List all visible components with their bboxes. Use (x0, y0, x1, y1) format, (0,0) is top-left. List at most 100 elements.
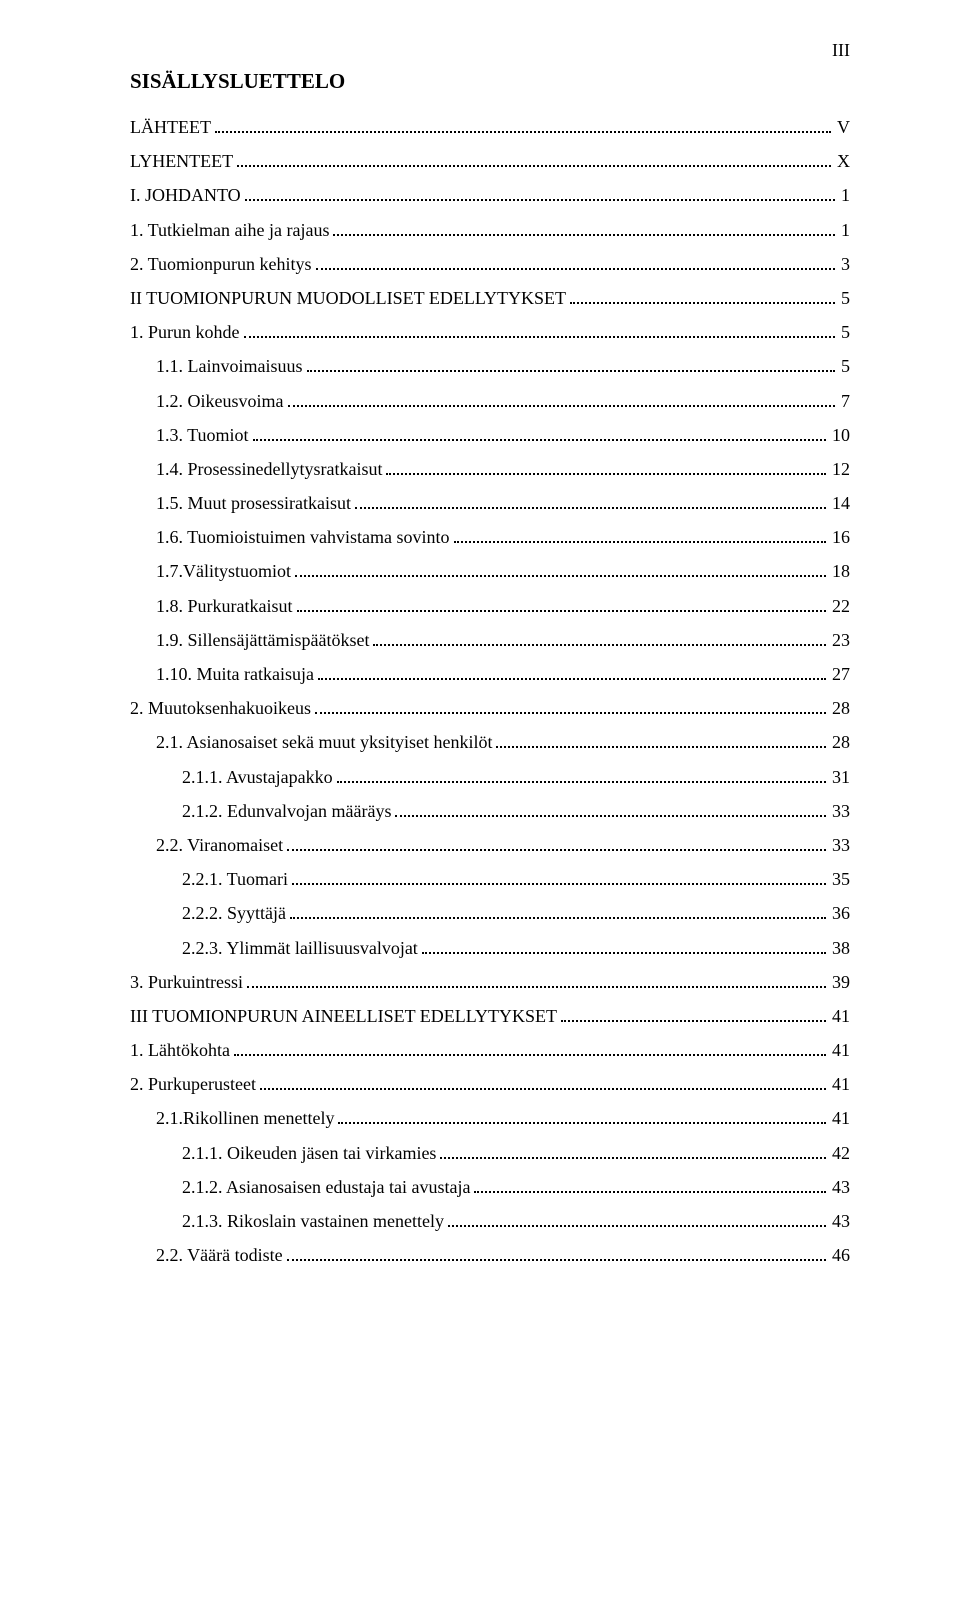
toc-entry-label: II TUOMIONPURUN MUODOLLISET EDELLYTYKSET (130, 281, 566, 315)
toc-entry-label: 2. Purkuperusteet (130, 1067, 256, 1101)
toc-entry-page: 14 (830, 486, 850, 520)
toc-entry-label: 1. Purun kohde (130, 315, 240, 349)
toc-entry-page: V (835, 110, 850, 144)
toc-entry: 2.2. Väärä todiste 46 (130, 1238, 850, 1272)
toc-entry-page: 16 (830, 520, 850, 554)
toc-entry-page: 43 (830, 1204, 850, 1238)
toc-entry-page: 46 (830, 1238, 850, 1272)
toc-entry-page: 5 (839, 281, 850, 315)
toc-entry-label: 2. Tuomionpurun kehitys (130, 247, 312, 281)
toc-entry-label: 1.1. Lainvoimaisuus (156, 349, 303, 383)
toc-entry: LYHENTEET X (130, 144, 850, 178)
toc-leader-dots (570, 302, 835, 304)
toc-entry: 2.1.1. Avustajapakko31 (130, 760, 850, 794)
toc-entry-page: 27 (830, 657, 850, 691)
toc-leader-dots (373, 644, 826, 646)
toc-entry-label: III TUOMIONPURUN AINEELLISET EDELLYTYKSE… (130, 999, 557, 1033)
toc-entry-label: 2.2. Viranomaiset (156, 828, 283, 862)
toc-entry-label: 3. Purkuintressi (130, 965, 243, 999)
toc-entry: 1.1. Lainvoimaisuus5 (130, 349, 850, 383)
toc-entry-page: 3 (839, 247, 850, 281)
toc-entry-page: 5 (839, 315, 850, 349)
page-number: III (130, 40, 850, 61)
toc-entry-page: X (835, 144, 850, 178)
toc-entry-label: 1.5. Muut prosessiratkaisut (156, 486, 351, 520)
toc-leader-dots (290, 917, 826, 919)
toc-entry: III TUOMIONPURUN AINEELLISET EDELLYTYKSE… (130, 999, 850, 1033)
toc-leader-dots (454, 541, 826, 543)
toc-leader-dots (287, 849, 826, 851)
toc-entry-page: 41 (830, 999, 850, 1033)
toc-entry-label: 2.1.2. Edunvalvojan määräys (182, 794, 391, 828)
toc-entry: LÄHTEETV (130, 110, 850, 144)
toc-entry: 1.4. Prosessinedellytysratkaisut12 (130, 452, 850, 486)
toc-leader-dots (440, 1157, 826, 1159)
toc-entry: 2. Tuomionpurun kehitys 3 (130, 247, 850, 281)
toc-entry-label: 2.1. Asianosaiset sekä muut yksityiset h… (156, 725, 492, 759)
toc-entry-label: 2.2.2. Syyttäjä (182, 896, 286, 930)
toc-leader-dots (292, 883, 826, 885)
toc-entry-label: 2.1.3. Rikoslain vastainen menettely (182, 1204, 444, 1238)
toc-leader-dots (215, 131, 831, 133)
toc-entry-label: 1.8. Purkuratkaisut (156, 589, 293, 623)
toc-leader-dots (355, 507, 826, 509)
toc-entry-label: 2. Muutoksenhakuoikeus (130, 691, 311, 725)
toc-entry: 1. Tutkielman aihe ja rajaus 1 (130, 213, 850, 247)
toc-entry: II TUOMIONPURUN MUODOLLISET EDELLYTYKSET… (130, 281, 850, 315)
toc-entry-label: 1.3. Tuomiot (156, 418, 249, 452)
toc-leader-dots (253, 439, 826, 441)
toc-leader-dots (316, 268, 835, 270)
toc-entry-page: 28 (830, 691, 850, 725)
toc-entry-label: 1.6. Tuomioistuimen vahvistama sovinto (156, 520, 450, 554)
toc-entry-page: 35 (830, 862, 850, 896)
toc-entry-label: 1. Tutkielman aihe ja rajaus (130, 213, 329, 247)
toc-leader-dots (496, 746, 826, 748)
toc-entry-page: 38 (830, 931, 850, 965)
toc-entry-page: 36 (830, 896, 850, 930)
toc-entry: 2. Purkuperusteet 41 (130, 1067, 850, 1101)
toc-leader-dots (474, 1191, 826, 1193)
toc-leader-dots (297, 610, 827, 612)
toc-entry: 2.1.3. Rikoslain vastainen menettely 43 (130, 1204, 850, 1238)
toc-entry-page: 1 (839, 213, 850, 247)
toc-entry: 1.8. Purkuratkaisut22 (130, 589, 850, 623)
toc-entry: 1.7.Välitystuomiot18 (130, 554, 850, 588)
toc-leader-dots (245, 199, 835, 201)
toc-entry-page: 33 (830, 828, 850, 862)
toc-entry-page: 39 (830, 965, 850, 999)
toc-entry-page: 41 (830, 1067, 850, 1101)
toc-leader-dots (318, 678, 826, 680)
toc-leader-dots (333, 234, 835, 236)
toc-entry-page: 43 (830, 1170, 850, 1204)
toc-entry: 2.2.2. Syyttäjä 36 (130, 896, 850, 930)
toc-entry: 1.10. Muita ratkaisuja27 (130, 657, 850, 691)
toc-leader-dots (288, 405, 836, 407)
toc-entry-label: 1.7.Välitystuomiot (156, 554, 291, 588)
toc-entry: I. JOHDANTO1 (130, 178, 850, 212)
toc-leader-dots (422, 952, 826, 954)
toc-entry-label: 2.2. Väärä todiste (156, 1238, 283, 1272)
toc-entry-label: 2.2.3. Ylimmät laillisuusvalvojat (182, 931, 418, 965)
toc-leader-dots (338, 1122, 826, 1124)
toc-entry-label: 2.1.1. Avustajapakko (182, 760, 333, 794)
toc-entry-label: 2.1.2. Asianosaisen edustaja tai avustaj… (182, 1170, 470, 1204)
toc-entry-label: LYHENTEET (130, 144, 233, 178)
toc-entry: 2.1. Asianosaiset sekä muut yksityiset h… (130, 725, 850, 759)
toc-container: LÄHTEETVLYHENTEET XI. JOHDANTO11. Tutkiel… (130, 110, 850, 1272)
toc-entry: 1. Purun kohde 5 (130, 315, 850, 349)
toc-entry: 2.2.1. Tuomari35 (130, 862, 850, 896)
toc-leader-dots (260, 1088, 826, 1090)
toc-leader-dots (287, 1259, 826, 1261)
toc-entry-page: 41 (830, 1033, 850, 1067)
toc-leader-dots (247, 986, 826, 988)
toc-entry: 1.6. Tuomioistuimen vahvistama sovinto 16 (130, 520, 850, 554)
toc-entry-page: 7 (839, 384, 850, 418)
toc-leader-dots (315, 712, 826, 714)
toc-entry-label: 1.4. Prosessinedellytysratkaisut (156, 452, 382, 486)
toc-entry-page: 33 (830, 794, 850, 828)
toc-leader-dots (561, 1020, 826, 1022)
toc-entry: 1. Lähtökohta41 (130, 1033, 850, 1067)
toc-leader-dots (307, 370, 836, 372)
toc-leader-dots (395, 815, 826, 817)
toc-entry-label: 2.1.Rikollinen menettely (156, 1101, 334, 1135)
